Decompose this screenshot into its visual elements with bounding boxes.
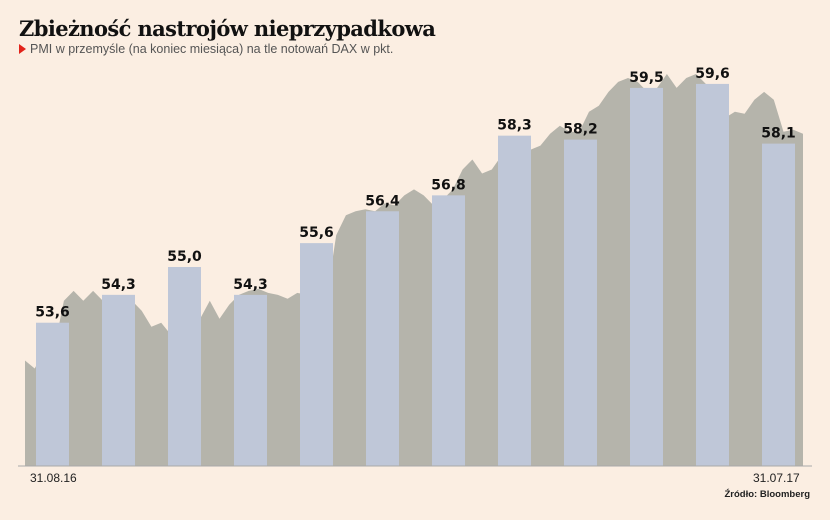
pmi-bar bbox=[630, 87, 663, 467]
pmi-value-label: 56,8 bbox=[431, 177, 466, 193]
x-start-label: 31.08.16 bbox=[30, 471, 77, 485]
x-end-label: 31.07.17 bbox=[753, 471, 800, 485]
pmi-bar bbox=[102, 294, 135, 466]
pmi-bar bbox=[366, 211, 399, 466]
pmi-value-label: 54,3 bbox=[101, 277, 136, 293]
dax-area bbox=[25, 74, 803, 466]
pmi-bar bbox=[300, 243, 333, 466]
pmi-value-label: 54,3 bbox=[233, 277, 268, 293]
pmi-bar bbox=[36, 322, 69, 466]
pmi-value-label: 59,5 bbox=[629, 70, 664, 86]
pmi-value-label: 55,6 bbox=[299, 225, 334, 241]
triangle-bullet-icon bbox=[19, 44, 26, 54]
pmi-bar bbox=[564, 139, 597, 466]
pmi-value-label: 58,2 bbox=[563, 122, 598, 138]
subtitle-text: PMI w przemyśle (na koniec miesiąca) na … bbox=[30, 42, 394, 56]
pmi-value-label: 58,3 bbox=[497, 118, 532, 134]
pmi-value-label: 53,6 bbox=[35, 305, 70, 321]
pmi-value-label: 58,1 bbox=[761, 126, 796, 142]
chart-subtitle: PMI w przemyśle (na koniec miesiąca) na … bbox=[19, 42, 393, 56]
pmi-value-label: 55,0 bbox=[167, 249, 202, 265]
source-note: Źródło: Bloomberg bbox=[724, 489, 811, 500]
pmi-bar bbox=[432, 195, 465, 467]
pmi-bar bbox=[696, 83, 729, 467]
chart-title: Zbieżność nastrojów nieprzypadkowa bbox=[19, 16, 436, 41]
pmi-bar bbox=[234, 294, 267, 466]
pmi-bar bbox=[168, 267, 201, 466]
pmi-value-label: 59,6 bbox=[695, 66, 730, 82]
pmi-bar bbox=[762, 143, 795, 466]
pmi-value-label: 56,4 bbox=[365, 193, 400, 209]
pmi-bar bbox=[498, 135, 531, 466]
